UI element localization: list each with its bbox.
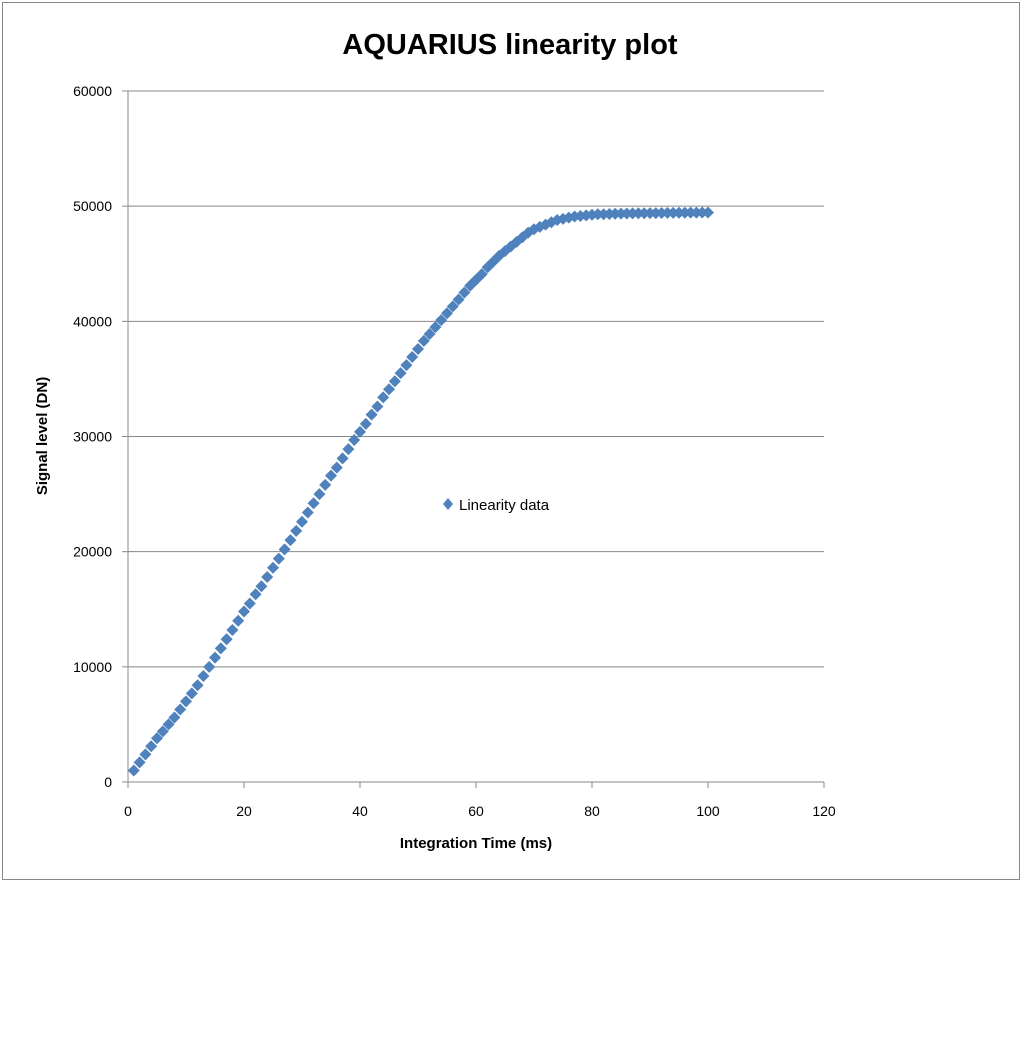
legend-marker	[443, 498, 453, 510]
data-point	[209, 651, 221, 664]
data-point	[278, 543, 291, 556]
data-point	[267, 561, 279, 574]
data-point	[446, 300, 459, 313]
data-point	[238, 605, 250, 618]
data-point	[330, 461, 343, 474]
data-point	[702, 206, 714, 219]
data-point	[220, 633, 233, 646]
data-point	[151, 732, 163, 745]
x-tick-label: 60	[468, 803, 484, 819]
data-point	[296, 515, 308, 528]
x-tick-label: 0	[124, 803, 132, 819]
data-point	[313, 488, 326, 501]
data-point	[162, 718, 175, 731]
y-axis-label: Signal level (DN)	[34, 377, 51, 495]
data-point	[487, 255, 500, 268]
data-point	[145, 740, 158, 753]
data-point	[342, 443, 355, 456]
data-point	[354, 425, 366, 438]
data-point	[133, 756, 146, 769]
data-point	[371, 400, 384, 413]
x-axis-label: Integration Time (ms)	[400, 835, 552, 852]
data-point	[383, 383, 395, 396]
data-point	[185, 687, 198, 700]
data-point	[423, 328, 436, 341]
data-point	[203, 660, 216, 673]
data-point	[272, 552, 285, 565]
x-tick-label: 100	[696, 803, 720, 819]
chart-title: AQUARIUS linearity plot	[342, 29, 677, 61]
data-point	[400, 359, 413, 372]
data-point	[284, 534, 297, 547]
data-point	[127, 764, 140, 777]
data-point	[336, 452, 349, 465]
x-tick-label: 80	[584, 803, 600, 819]
data-point	[441, 307, 453, 320]
data-point	[174, 703, 187, 716]
chart-area	[2, 2, 1020, 880]
data-point	[319, 478, 332, 491]
data-point	[255, 580, 268, 593]
data-point	[394, 367, 407, 380]
y-tick-label: 50000	[73, 198, 112, 214]
data-point	[232, 614, 245, 627]
data-point	[214, 642, 227, 655]
legend-label: Linearity data	[459, 497, 550, 514]
data-point	[435, 314, 448, 327]
data-point	[301, 506, 314, 519]
legend: Linearity data	[443, 497, 550, 514]
data-point	[307, 497, 320, 510]
data-point	[388, 375, 401, 388]
data-point	[156, 725, 169, 738]
data-point	[139, 748, 152, 761]
data-point	[377, 391, 390, 404]
data-point	[325, 469, 337, 482]
y-tick-label: 10000	[73, 659, 112, 675]
y-tick-label: 0	[104, 774, 112, 790]
data-point	[417, 334, 430, 347]
y-tick-label: 30000	[73, 429, 112, 445]
data-point	[168, 711, 181, 724]
x-tick-label: 20	[236, 803, 252, 819]
data-point	[475, 268, 488, 281]
y-tick-label: 40000	[73, 313, 112, 329]
data-point	[290, 524, 303, 537]
data-point	[412, 342, 424, 355]
data-point	[191, 679, 204, 692]
data-point	[359, 417, 372, 430]
y-tick-label: 20000	[73, 544, 112, 560]
data-point	[180, 695, 192, 708]
data-point	[365, 408, 378, 421]
y-tick-label: 60000	[73, 83, 112, 99]
data-point	[197, 670, 210, 683]
data-point	[406, 351, 419, 364]
data-point	[452, 293, 465, 306]
data-point	[458, 286, 471, 299]
data-point	[249, 588, 262, 601]
data-point	[261, 571, 274, 584]
x-tick-label: 40	[352, 803, 368, 819]
x-tick-label: 120	[812, 803, 836, 819]
data-point	[429, 321, 442, 334]
data-point	[243, 597, 256, 610]
data-point	[348, 433, 361, 446]
data-point	[226, 623, 239, 636]
